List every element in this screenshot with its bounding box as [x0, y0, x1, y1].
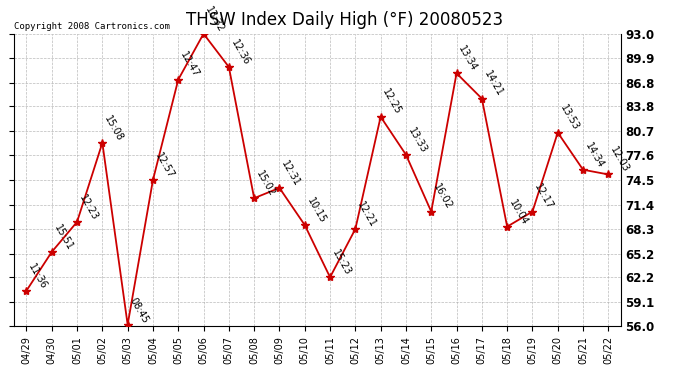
- Text: 13:34: 13:34: [457, 44, 479, 73]
- Text: 16:02: 16:02: [431, 183, 454, 212]
- Text: 13:33: 13:33: [406, 126, 428, 155]
- Text: 13:53: 13:53: [558, 104, 580, 133]
- Text: 15:02: 15:02: [254, 169, 277, 198]
- Text: 14:21: 14:21: [482, 69, 504, 99]
- Text: 12:36: 12:36: [229, 38, 251, 67]
- Text: 14:34: 14:34: [583, 141, 606, 170]
- Text: Copyright 2008 Cartronics.com: Copyright 2008 Cartronics.com: [14, 22, 170, 31]
- Text: 10:04: 10:04: [507, 198, 530, 226]
- Text: 12:57: 12:57: [153, 151, 176, 180]
- Text: 12:21: 12:21: [355, 200, 378, 229]
- Text: 13:32: 13:32: [204, 4, 226, 34]
- Text: 12:23: 12:23: [77, 193, 100, 222]
- Text: 12:17: 12:17: [533, 182, 555, 212]
- Text: THSW Index Daily High (°F) 20080523: THSW Index Daily High (°F) 20080523: [186, 11, 504, 29]
- Text: 15:08: 15:08: [102, 114, 125, 143]
- Text: 12:31: 12:31: [279, 159, 302, 188]
- Text: 10:15: 10:15: [305, 196, 327, 225]
- Text: 12:47: 12:47: [178, 50, 201, 80]
- Text: 12:03: 12:03: [609, 146, 631, 174]
- Text: 15:23: 15:23: [330, 248, 353, 277]
- Text: 12:25: 12:25: [381, 87, 404, 117]
- Text: 08:45: 08:45: [128, 296, 150, 325]
- Text: 15:51: 15:51: [52, 223, 75, 252]
- Text: 11:36: 11:36: [26, 262, 49, 291]
